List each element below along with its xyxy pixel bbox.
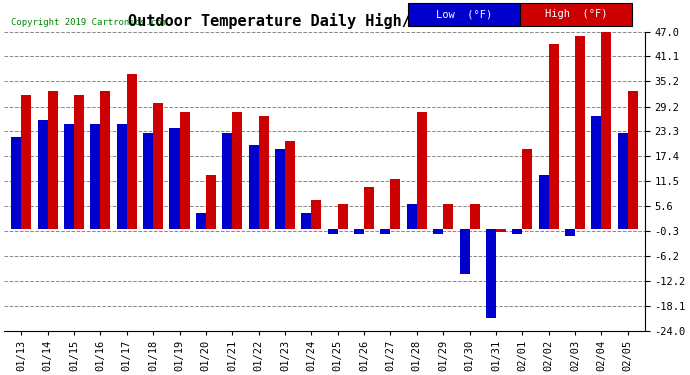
Bar	[64, 124, 74, 230]
Bar	[21, 95, 31, 230]
Bar	[460, 230, 469, 274]
Bar	[90, 124, 101, 230]
Bar	[233, 112, 242, 230]
Bar	[311, 200, 322, 230]
Bar	[48, 90, 58, 230]
Bar	[354, 230, 364, 234]
Bar	[127, 74, 137, 230]
Bar	[618, 133, 628, 230]
Bar	[259, 116, 268, 230]
Bar	[170, 129, 179, 230]
Bar	[628, 90, 638, 230]
FancyBboxPatch shape	[408, 3, 520, 26]
Text: High  (°F): High (°F)	[544, 9, 607, 20]
Bar	[222, 133, 233, 230]
Bar	[206, 175, 216, 230]
Text: Low  (°F): Low (°F)	[436, 9, 492, 20]
Bar	[602, 32, 611, 230]
Bar	[549, 44, 559, 230]
Bar	[302, 213, 311, 230]
Text: Copyright 2019 Cartronics.com: Copyright 2019 Cartronics.com	[10, 18, 166, 27]
Bar	[407, 204, 417, 230]
Bar	[565, 230, 575, 236]
Bar	[575, 36, 585, 230]
Bar	[285, 141, 295, 230]
Bar	[248, 145, 259, 230]
Bar	[117, 124, 127, 230]
Bar	[486, 230, 496, 318]
Bar	[275, 150, 285, 230]
Bar	[443, 204, 453, 230]
Bar	[328, 230, 337, 234]
Title: Outdoor Temperature Daily High/Low 20190206: Outdoor Temperature Daily High/Low 20190…	[128, 13, 521, 29]
Bar	[196, 213, 206, 230]
Bar	[433, 230, 443, 234]
Bar	[101, 90, 110, 230]
Bar	[179, 112, 190, 230]
Bar	[337, 204, 348, 230]
FancyBboxPatch shape	[520, 3, 632, 26]
Bar	[512, 230, 522, 234]
Bar	[469, 204, 480, 230]
Bar	[380, 230, 391, 234]
Bar	[11, 137, 21, 230]
Bar	[143, 133, 153, 230]
Bar	[74, 95, 84, 230]
Bar	[153, 103, 163, 230]
Bar	[364, 188, 374, 230]
Bar	[38, 120, 48, 230]
Bar	[391, 179, 400, 230]
Bar	[417, 112, 427, 230]
Bar	[591, 116, 602, 230]
Bar	[522, 150, 532, 230]
Bar	[539, 175, 549, 230]
Bar	[496, 230, 506, 232]
